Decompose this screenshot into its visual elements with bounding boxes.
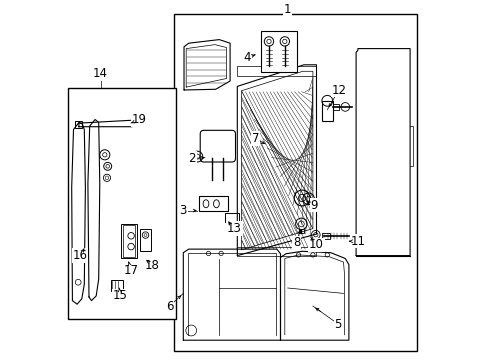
Text: 8: 8: [292, 237, 300, 249]
Text: 4: 4: [243, 51, 251, 64]
Bar: [75, 121, 81, 128]
Bar: [237, 66, 316, 76]
Text: 6: 6: [165, 300, 173, 312]
Text: 17: 17: [123, 264, 138, 276]
Text: 16: 16: [72, 249, 87, 262]
Bar: [199, 196, 227, 211]
Bar: [131, 119, 137, 124]
Bar: [261, 31, 296, 72]
Text: 13: 13: [226, 222, 242, 235]
Text: 5: 5: [334, 318, 341, 330]
Text: 15: 15: [113, 289, 127, 302]
Bar: [122, 225, 135, 257]
Bar: [224, 213, 239, 222]
Text: 9: 9: [309, 199, 317, 212]
Text: 11: 11: [350, 235, 365, 248]
Bar: [226, 222, 237, 228]
Text: 12: 12: [331, 84, 346, 96]
Text: 10: 10: [308, 238, 323, 251]
Text: 18: 18: [144, 259, 159, 272]
Bar: [68, 88, 176, 319]
Bar: [140, 229, 151, 251]
Text: 19: 19: [132, 113, 146, 126]
Bar: [322, 233, 329, 239]
Text: 14: 14: [93, 67, 108, 80]
Bar: [332, 104, 339, 110]
Bar: [298, 229, 304, 233]
Bar: [321, 101, 332, 121]
Text: 7: 7: [251, 132, 259, 145]
Bar: [110, 280, 123, 291]
Bar: [121, 224, 136, 258]
Text: 1: 1: [284, 3, 291, 15]
Bar: [237, 247, 316, 256]
FancyBboxPatch shape: [200, 130, 235, 162]
Text: 2: 2: [188, 152, 196, 165]
Bar: [174, 14, 416, 351]
Text: 3: 3: [179, 204, 186, 217]
